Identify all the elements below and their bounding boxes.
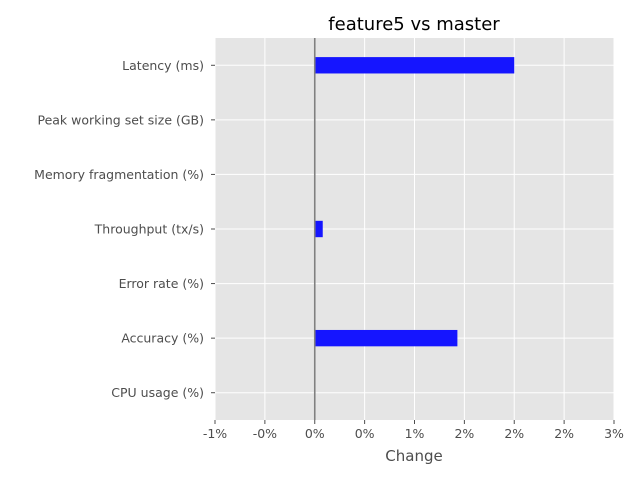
x-tick-label: 2% [554,426,574,441]
chart-title: feature5 vs master [328,14,500,35]
x-tick-label: -1% [203,426,227,441]
x-tick-label: 2% [504,426,524,441]
y-tick-label: Error rate (%) [119,276,204,291]
x-tick-label: 1% [405,426,425,441]
y-tick-label: Peak working set size (GB) [37,112,204,127]
y-tick-label: Latency (ms) [122,58,204,73]
x-tick-label: 0% [305,426,325,441]
x-tick-label: 0% [355,426,375,441]
y-tick-label: Throughput (tx/s) [94,222,204,237]
x-tick-label: -0% [253,426,277,441]
bar [314,57,515,74]
x-tick-label: 2% [454,426,474,441]
bar [314,220,323,238]
y-tick-label: CPU usage (%) [111,385,204,400]
ticks: -1% -0% 0% 0% 1% 2% 2% 2% 3% Latency (ms) Peak wor… [34,58,624,441]
x-tick-label: 3% [604,426,624,441]
y-tick-label: Memory fragmentation (%) [34,167,204,182]
bar [314,329,458,347]
y-tick-label: Accuracy (%) [121,331,204,346]
x-axis-label: Change [385,447,442,465]
bars [314,57,515,347]
